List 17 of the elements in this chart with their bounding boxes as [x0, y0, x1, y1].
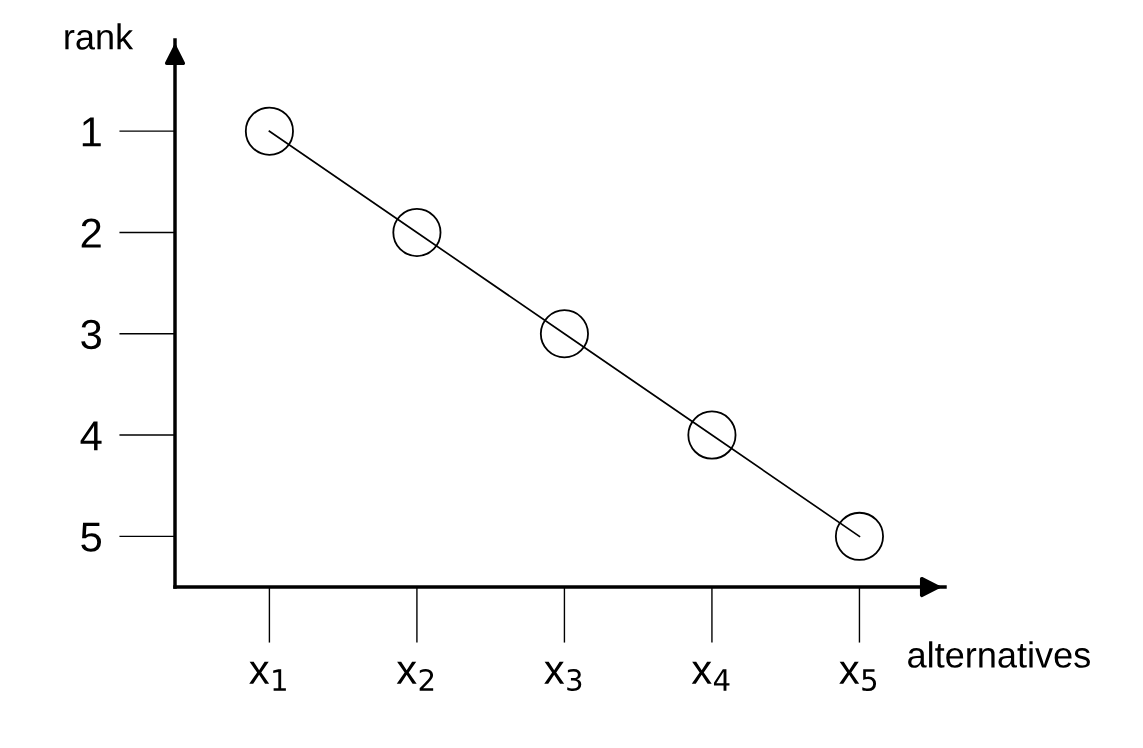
y-tick-label: 3 [81, 319, 101, 350]
x-axis-title: alternatives [908, 641, 1090, 668]
x-tick-label: x$_{2}$ [396, 661, 434, 691]
y-axis-title: rank [65, 23, 134, 50]
x-tick-label: x$_{4}$ [691, 661, 730, 691]
y-tick-label: 5 [81, 522, 102, 552]
x-tick-label: x$_{3}$ [544, 661, 582, 692]
x-tick-label: x$_{1}$ [249, 661, 286, 691]
y-tick-label: 1 [82, 117, 101, 147]
point [244, 106, 294, 156]
point [539, 309, 589, 359]
y-tick-label: 2 [81, 218, 101, 248]
y-tick-label: 4 [80, 421, 102, 451]
point [834, 511, 884, 561]
x-tick-label: x$_{5}$ [839, 661, 877, 692]
point [687, 410, 737, 460]
point [392, 207, 442, 257]
